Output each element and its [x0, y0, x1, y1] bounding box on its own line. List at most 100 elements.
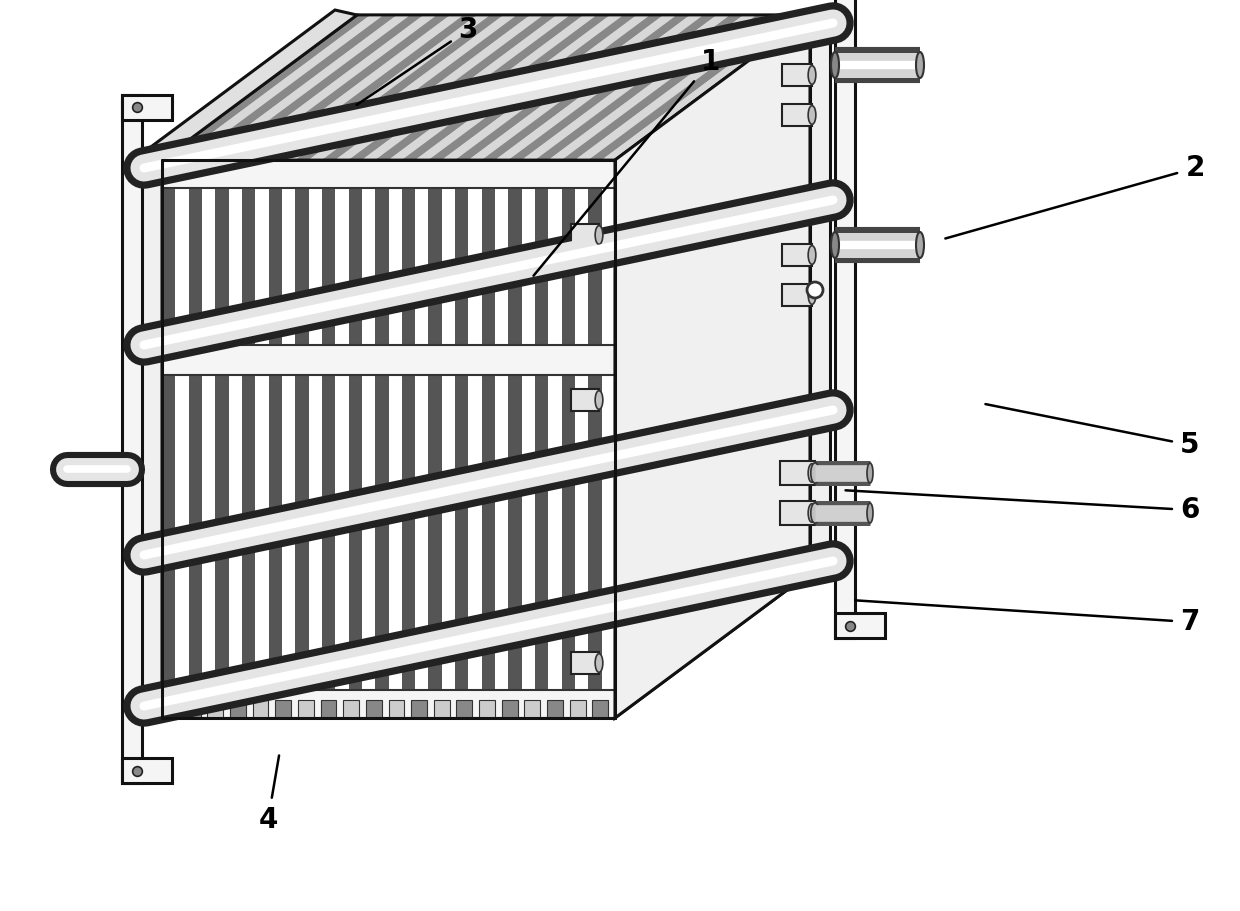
Text: 5: 5 [986, 404, 1200, 459]
Polygon shape [162, 15, 810, 160]
Polygon shape [588, 15, 796, 160]
Polygon shape [810, 15, 830, 573]
Polygon shape [295, 375, 309, 690]
Polygon shape [562, 188, 575, 345]
Polygon shape [162, 375, 175, 690]
Polygon shape [548, 15, 756, 160]
Polygon shape [601, 375, 615, 690]
Polygon shape [429, 375, 441, 690]
Polygon shape [429, 15, 637, 160]
Polygon shape [242, 15, 450, 160]
Ellipse shape [807, 282, 823, 298]
Polygon shape [388, 188, 402, 345]
Polygon shape [782, 284, 812, 306]
Polygon shape [434, 700, 450, 718]
Polygon shape [309, 375, 322, 690]
Polygon shape [522, 375, 534, 690]
Polygon shape [502, 700, 517, 718]
Polygon shape [298, 700, 314, 718]
Polygon shape [534, 15, 744, 160]
Polygon shape [309, 15, 517, 160]
Polygon shape [162, 15, 371, 160]
Polygon shape [482, 375, 495, 690]
Polygon shape [309, 188, 322, 345]
Polygon shape [495, 375, 508, 690]
Polygon shape [242, 188, 255, 345]
Polygon shape [216, 188, 228, 345]
Polygon shape [275, 700, 291, 718]
Polygon shape [321, 700, 336, 718]
Polygon shape [469, 15, 677, 160]
Polygon shape [348, 375, 362, 690]
Ellipse shape [831, 232, 839, 258]
Polygon shape [188, 188, 202, 345]
Ellipse shape [595, 654, 603, 672]
Polygon shape [162, 188, 175, 345]
Polygon shape [269, 188, 281, 345]
Polygon shape [202, 15, 410, 160]
Polygon shape [362, 375, 376, 690]
Polygon shape [782, 64, 812, 86]
Polygon shape [216, 15, 424, 160]
Polygon shape [525, 700, 541, 718]
Polygon shape [835, 613, 885, 638]
Ellipse shape [867, 503, 873, 523]
Polygon shape [534, 188, 548, 345]
Polygon shape [376, 188, 388, 345]
Polygon shape [185, 700, 201, 718]
Polygon shape [588, 188, 601, 345]
Polygon shape [207, 700, 223, 718]
Polygon shape [228, 15, 436, 160]
Polygon shape [508, 15, 717, 160]
Ellipse shape [867, 463, 873, 483]
Polygon shape [188, 375, 202, 690]
Polygon shape [562, 375, 575, 690]
Polygon shape [780, 501, 815, 525]
Polygon shape [495, 15, 703, 160]
Polygon shape [255, 15, 464, 160]
Polygon shape [562, 15, 770, 160]
Polygon shape [188, 15, 397, 160]
Polygon shape [322, 188, 335, 345]
Polygon shape [782, 244, 812, 266]
Polygon shape [269, 375, 281, 690]
Polygon shape [782, 502, 812, 524]
Polygon shape [441, 375, 455, 690]
Polygon shape [575, 15, 784, 160]
Polygon shape [441, 188, 455, 345]
Ellipse shape [808, 106, 816, 124]
Ellipse shape [916, 232, 924, 258]
Polygon shape [362, 15, 570, 160]
Polygon shape [376, 15, 584, 160]
Polygon shape [348, 15, 557, 160]
Polygon shape [402, 188, 415, 345]
Polygon shape [228, 188, 242, 345]
Polygon shape [376, 375, 388, 690]
Polygon shape [175, 15, 383, 160]
Polygon shape [456, 700, 472, 718]
Polygon shape [570, 389, 599, 411]
Polygon shape [415, 188, 429, 345]
Polygon shape [455, 375, 469, 690]
Ellipse shape [808, 464, 816, 482]
Polygon shape [335, 15, 543, 160]
Polygon shape [335, 188, 348, 345]
Polygon shape [429, 188, 441, 345]
Polygon shape [362, 188, 376, 345]
Polygon shape [615, 15, 810, 718]
Polygon shape [228, 375, 242, 690]
Polygon shape [593, 700, 608, 718]
Ellipse shape [916, 52, 924, 78]
Ellipse shape [595, 226, 603, 244]
Polygon shape [229, 700, 246, 718]
Polygon shape [175, 375, 188, 690]
Polygon shape [255, 375, 269, 690]
Polygon shape [175, 188, 188, 345]
Polygon shape [522, 188, 534, 345]
Polygon shape [835, 0, 856, 638]
Polygon shape [216, 375, 228, 690]
Polygon shape [295, 15, 503, 160]
Ellipse shape [808, 286, 816, 304]
Polygon shape [122, 758, 172, 783]
Polygon shape [495, 188, 508, 345]
